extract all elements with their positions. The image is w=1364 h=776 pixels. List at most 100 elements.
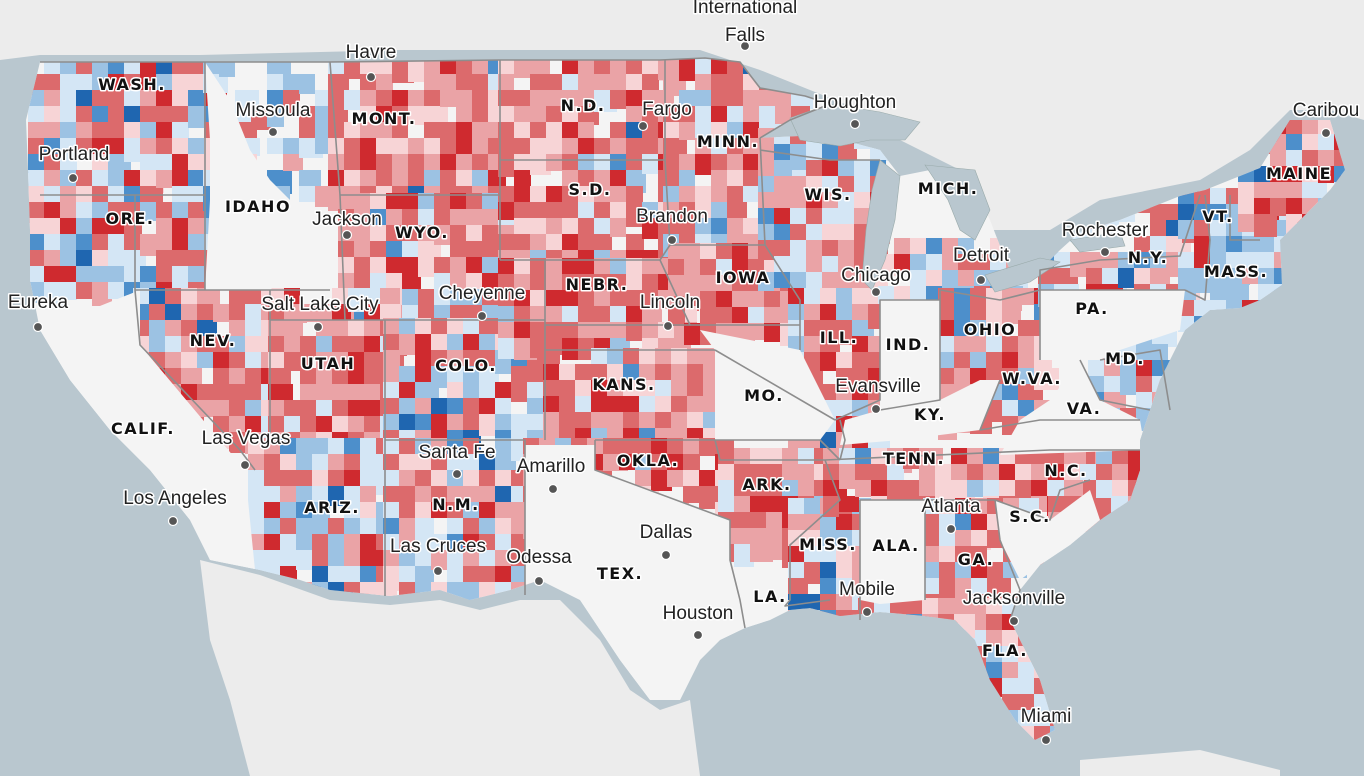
county-cell bbox=[108, 282, 124, 299]
county-cell bbox=[44, 90, 60, 110]
county-cell bbox=[806, 144, 825, 165]
city-label: Las Vegas bbox=[202, 428, 291, 449]
county-cell bbox=[399, 438, 417, 454]
county-cell bbox=[758, 224, 779, 243]
county-cell bbox=[364, 320, 385, 341]
state-label-ny: N.Y. bbox=[1128, 248, 1168, 267]
county-cell bbox=[594, 258, 611, 277]
city-salt-lake-city: Salt Lake City bbox=[260, 293, 381, 333]
great-lakes bbox=[789, 103, 1126, 293]
city-dot bbox=[239, 459, 251, 471]
county-cell bbox=[823, 448, 842, 465]
county-cell bbox=[999, 464, 1016, 481]
county-cell bbox=[188, 90, 205, 110]
county-cell bbox=[399, 382, 415, 401]
county-cell bbox=[546, 154, 563, 171]
city-label: Miami bbox=[1021, 706, 1072, 727]
city-dot bbox=[341, 229, 353, 241]
county-cell bbox=[172, 218, 189, 234]
county-cell bbox=[562, 186, 578, 207]
county-cell bbox=[431, 502, 452, 518]
county-cell bbox=[1018, 336, 1037, 356]
county-cell bbox=[44, 154, 60, 170]
city-miami: Miami bbox=[1019, 705, 1073, 746]
city-international-falls: International Falls bbox=[691, 0, 799, 52]
city-lincoln: Lincoln bbox=[638, 291, 702, 332]
city-label: Salt Lake City bbox=[261, 294, 379, 315]
city-dot bbox=[533, 575, 545, 587]
city-dot bbox=[267, 126, 279, 138]
county-cell bbox=[300, 304, 317, 322]
county-cell bbox=[970, 288, 990, 308]
county-cell bbox=[655, 348, 674, 366]
no-data-area bbox=[700, 330, 835, 440]
county-cell bbox=[402, 225, 422, 245]
county-cell bbox=[671, 364, 691, 382]
county-cell bbox=[1002, 304, 1021, 324]
county-cell bbox=[514, 58, 531, 78]
county-cell bbox=[440, 154, 461, 175]
county-cell bbox=[156, 170, 172, 188]
county-cell bbox=[172, 234, 190, 253]
county-cell bbox=[248, 518, 266, 537]
county-cell bbox=[716, 243, 736, 264]
county-cell bbox=[424, 122, 440, 138]
city-label: Atlanta bbox=[921, 496, 981, 517]
county-cell bbox=[951, 448, 969, 467]
county-cell bbox=[663, 154, 683, 172]
county-cell bbox=[108, 218, 127, 237]
county-cell bbox=[92, 90, 109, 111]
county-cell bbox=[299, 74, 315, 94]
county-cell bbox=[1134, 252, 1153, 269]
state-label-vt: VT. bbox=[1202, 207, 1233, 226]
city-portland: Portland bbox=[37, 143, 111, 184]
city-dot bbox=[849, 118, 861, 130]
county-cell bbox=[197, 288, 220, 309]
county-cell bbox=[651, 470, 672, 491]
county-cell bbox=[919, 448, 943, 466]
city-label: Detroit bbox=[953, 245, 1010, 266]
county-cell bbox=[683, 486, 702, 503]
county-cell bbox=[197, 320, 217, 338]
lake-erie bbox=[984, 257, 1061, 293]
county-cell bbox=[562, 274, 583, 294]
county-cell bbox=[1178, 220, 1196, 239]
city-label: Houston bbox=[663, 603, 734, 624]
city-chicago: Chicago bbox=[840, 264, 912, 298]
state-label-ma: MASS. bbox=[1204, 262, 1268, 281]
county-cell bbox=[495, 470, 516, 491]
county-cell bbox=[591, 348, 608, 369]
county-cell bbox=[748, 259, 765, 276]
county-cell bbox=[383, 438, 400, 455]
state-label-mo: MO. bbox=[744, 386, 784, 405]
city-label: Santa Fe bbox=[418, 442, 495, 463]
county-cell bbox=[910, 238, 926, 256]
county-cell bbox=[463, 518, 480, 537]
county-cell bbox=[463, 470, 480, 487]
county-cell bbox=[836, 562, 852, 581]
county-cell bbox=[312, 502, 330, 518]
county-cell bbox=[562, 322, 581, 341]
county-cell bbox=[108, 122, 128, 140]
county-cell bbox=[383, 350, 400, 367]
county-cell bbox=[699, 470, 716, 489]
county-cell bbox=[392, 106, 412, 125]
county-cell bbox=[1002, 678, 1022, 694]
county-cell bbox=[60, 106, 77, 125]
county-cell bbox=[1150, 236, 1167, 256]
county-cell bbox=[364, 336, 381, 352]
county-cell bbox=[479, 518, 495, 535]
city-dot bbox=[660, 549, 672, 561]
county-cell bbox=[332, 304, 351, 324]
city-label: Las Cruces bbox=[390, 536, 486, 557]
county-cell bbox=[546, 290, 563, 310]
county-cell bbox=[181, 304, 200, 321]
no-data-area bbox=[205, 62, 300, 290]
county-cell bbox=[1238, 214, 1254, 232]
county-cell bbox=[838, 256, 859, 277]
county-cell bbox=[679, 122, 700, 140]
county-cell bbox=[360, 138, 377, 159]
state-label-al: ALA. bbox=[872, 536, 919, 555]
county-cell bbox=[213, 416, 234, 434]
county-cell bbox=[668, 243, 685, 260]
